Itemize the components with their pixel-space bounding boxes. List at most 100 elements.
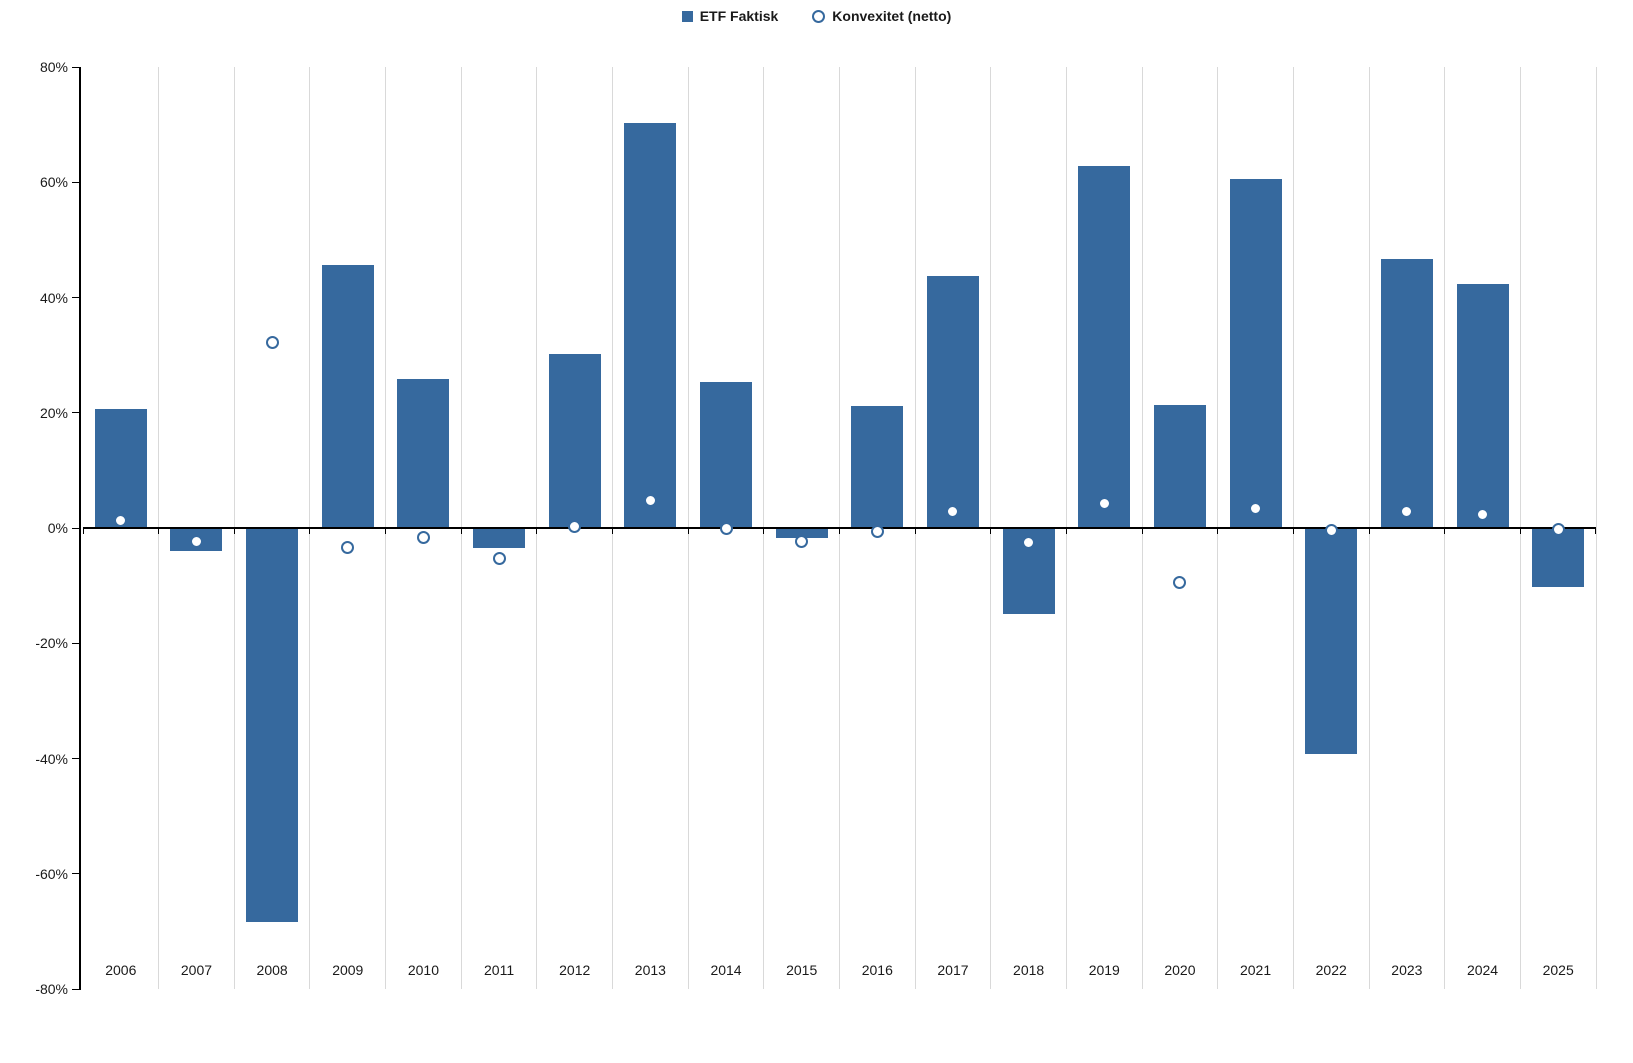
bar-2009 [321, 264, 374, 528]
x-axis-tick [763, 528, 765, 534]
marker-2022 [1324, 523, 1338, 537]
x-axis-label-2018: 2018 [1013, 962, 1045, 978]
bar-2013 [624, 122, 677, 528]
y-axis-label: 20% [39, 404, 68, 421]
bar-2011 [473, 528, 526, 549]
marker-2006 [114, 514, 128, 527]
bar-2022 [1305, 528, 1358, 754]
y-axis-line [79, 67, 81, 990]
x-axis-tick [536, 528, 538, 534]
x-axis-tick [1519, 528, 1521, 534]
marker-2021 [1249, 501, 1263, 515]
legend-item-etf-faktisk: ETF Faktisk [681, 8, 779, 24]
x-axis-tick [1444, 528, 1446, 534]
legend-label-konvexitet: Konvexitet (netto) [832, 8, 952, 24]
y-axis-label: -20% [35, 635, 68, 652]
bar-2021 [1229, 179, 1282, 528]
y-axis-label: -40% [35, 750, 68, 767]
y-axis-label: 60% [39, 174, 68, 191]
y-axis-tick [72, 66, 80, 68]
bar-2010 [397, 379, 450, 528]
x-axis-label-2016: 2016 [861, 962, 893, 978]
plot-area [82, 67, 1597, 989]
x-axis-label-2008: 2008 [256, 962, 288, 978]
x-axis-tick [1368, 528, 1370, 534]
y-axis-tick [72, 181, 80, 183]
marker-2015 [795, 534, 809, 548]
x-axis-tick [158, 528, 160, 534]
x-axis-label-2024: 2024 [1466, 962, 1499, 978]
marker-2017 [946, 504, 960, 518]
marker-2011 [492, 552, 506, 566]
bar-2020 [1153, 404, 1206, 528]
x-axis-tick [839, 528, 840, 534]
y-axis-tick [72, 412, 80, 414]
bar-2006 [94, 408, 147, 528]
marker-2009 [341, 540, 355, 554]
marker-2007 [189, 534, 203, 548]
marker-2008 [265, 335, 279, 349]
x-axis-label-2011: 2011 [484, 962, 515, 978]
x-axis-tick [1292, 528, 1294, 534]
marker-2012 [568, 519, 582, 533]
y-axis-tick [72, 988, 80, 990]
x-axis-label-2017: 2017 [937, 962, 969, 978]
x-axis-label-2020: 2020 [1164, 962, 1196, 978]
y-axis-tick [72, 642, 80, 644]
marker-2018 [1022, 535, 1036, 549]
y-axis-label: 40% [39, 289, 68, 306]
x-axis-label-2014: 2014 [710, 962, 742, 978]
marker-2014 [719, 521, 733, 535]
x-axis-tick [1594, 528, 1596, 534]
x-axis-tick [687, 528, 689, 534]
x-axis-tick [309, 528, 311, 534]
x-axis-tick [82, 528, 84, 534]
x-axis-tick [1141, 528, 1143, 534]
bar-2008 [246, 528, 299, 922]
bar-2014 [700, 382, 753, 528]
marker-2013 [643, 493, 657, 507]
x-axis-label-2019: 2019 [1088, 962, 1120, 978]
x-axis-label-2009: 2009 [332, 962, 364, 978]
bar-series-swatch-icon [681, 10, 693, 22]
marker-2023 [1400, 505, 1414, 519]
bar-2023 [1380, 259, 1433, 528]
bar-2015 [775, 528, 828, 539]
marker-2025 [1551, 523, 1565, 537]
y-axis-tick [72, 873, 80, 875]
x-axis-label-2015: 2015 [786, 962, 818, 978]
x-axis-tick [1065, 528, 1067, 534]
marker-2024 [1476, 507, 1490, 521]
y-axis-label: 0% [47, 520, 68, 536]
x-axis-label-2022: 2022 [1315, 962, 1347, 978]
bar-2019 [1078, 166, 1131, 528]
x-axis-label-2006: 2006 [105, 962, 137, 978]
x-axis-label-2010: 2010 [407, 962, 439, 978]
x-axis-tick [233, 528, 235, 534]
marker-2016 [870, 524, 884, 538]
chart-legend: ETF Faktisk Konvexitet (netto) [0, 8, 1633, 24]
y-axis-tick [72, 297, 80, 298]
bar-2012 [548, 353, 601, 528]
bar-2017 [926, 275, 979, 528]
x-axis-tick [460, 528, 462, 534]
legend-label-etf-faktisk: ETF Faktisk [699, 8, 779, 24]
x-axis-label-2013: 2013 [634, 962, 666, 978]
x-axis-label-2021: 2021 [1239, 962, 1272, 978]
bar-2016 [851, 406, 904, 528]
y-axis-label: -80% [35, 981, 68, 997]
x-axis-tick [612, 528, 614, 534]
x-axis-label-2012: 2012 [559, 962, 591, 978]
x-axis-label-2023: 2023 [1391, 962, 1423, 978]
x-axis-tick [385, 528, 387, 534]
bar-2024 [1456, 283, 1509, 528]
y-axis-label: 80% [39, 59, 68, 75]
marker-2020 [1173, 575, 1187, 589]
x-axis-label-2025: 2025 [1542, 962, 1574, 978]
y-axis-tick [72, 527, 80, 529]
marker-2019 [1097, 496, 1111, 510]
x-axis-tick [990, 528, 992, 534]
x-axis-label-2007: 2007 [180, 962, 213, 978]
y-axis-tick [72, 758, 80, 759]
